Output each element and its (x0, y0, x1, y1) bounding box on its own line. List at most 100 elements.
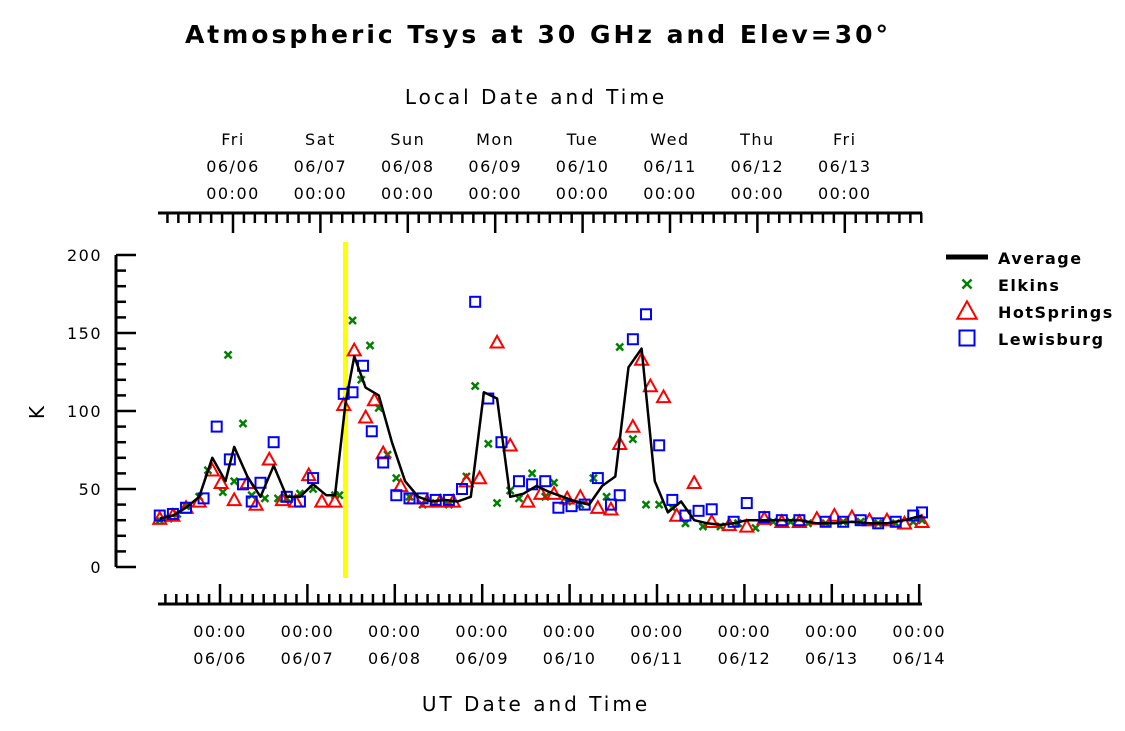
legend-swatch-marker (961, 278, 973, 290)
x-mark-stroke (641, 500, 651, 509)
average-line (159, 347, 923, 527)
bottom-tick-date: 06/06 (193, 649, 247, 668)
lewisburg-point (692, 504, 705, 517)
lewisburg-point (377, 456, 390, 469)
hotsprings-point (313, 492, 331, 508)
lewisburg-point (705, 503, 718, 516)
x-mark-stroke (223, 350, 233, 360)
elkins-point (223, 350, 233, 360)
top-tick-date: 06/09 (468, 157, 522, 176)
chart-title: Atmospheric Tsys at 30 GHz and Elev=30° (185, 20, 891, 49)
bottom-tick-time: 00:00 (718, 622, 772, 641)
x-mark-stroke (348, 316, 357, 325)
elkins-point (483, 439, 493, 449)
lewisburg-point (591, 472, 604, 485)
elkins-point (527, 469, 537, 478)
x-mark-stroke (615, 342, 625, 352)
legend-label: Lewisburg (998, 330, 1105, 349)
hotsprings-point (346, 341, 363, 357)
lewisburg-point (456, 483, 469, 495)
bottom-tick-date: 06/13 (805, 649, 859, 668)
elkins-point (348, 316, 357, 325)
x-mark-stroke (260, 493, 270, 503)
elkins-point (628, 434, 638, 444)
x-mark-stroke (470, 381, 480, 391)
lewisburg-point (758, 511, 771, 524)
hotsprings-point (488, 333, 506, 349)
hotsprings-point (326, 492, 344, 508)
lewisburg-point (180, 501, 193, 514)
lewisburg-point (512, 475, 525, 488)
top-tick-time: 00:00 (294, 184, 348, 203)
top-tick-date: 06/10 (556, 157, 610, 176)
elkins-point (391, 473, 401, 483)
legend-item-hotsprings: HotSprings (955, 299, 1114, 322)
top-tick-date: 06/07 (294, 157, 348, 176)
hotsprings-point (756, 510, 773, 525)
series-lewisburg (153, 295, 928, 530)
hotsprings-point (532, 485, 550, 500)
top-tick-time: 00:00 (206, 184, 260, 203)
x-mark-stroke (356, 375, 366, 385)
lewisburg-point (740, 497, 753, 510)
top-tick-time: 00:00 (381, 184, 435, 203)
top-tick-date: 06/13 (818, 157, 872, 176)
y-tick-label: 50 (79, 480, 102, 499)
y-tick-label: 150 (67, 324, 102, 343)
top-tick-day: Mon (476, 130, 514, 149)
legend: Average Elkins HotSprings Lewisburg (946, 249, 1114, 349)
top-tick-day: Sun (390, 130, 425, 149)
hotsprings-point (633, 350, 650, 366)
top-tick-date: 06/12 (731, 157, 785, 176)
hotsprings-point (624, 418, 642, 433)
lewisburg-point (267, 436, 280, 449)
x-mark-stroke (628, 434, 638, 444)
lewisburg-point (916, 506, 928, 519)
x-mark-stroke (218, 487, 228, 497)
hotsprings-point (261, 450, 278, 466)
lewisburg-point (604, 498, 617, 511)
x-mark-stroke (391, 473, 401, 483)
series-hotsprings (151, 333, 931, 533)
hotsprings-point (738, 517, 755, 533)
bottom-tick-date: 06/09 (455, 649, 509, 668)
legend-swatch-marker (958, 329, 976, 347)
hotsprings-point (471, 469, 488, 485)
elkins-point (615, 342, 625, 352)
legend-label: HotSprings (998, 303, 1114, 322)
top-tick-time: 00:00 (643, 184, 697, 203)
lewisburg-point (210, 420, 223, 433)
x-mark-stroke (961, 278, 973, 290)
axes: 0 50 100 150 200 00:00 06/06 00:00 06/07 00:00 06/… (67, 130, 945, 668)
bottom-tick-time: 00:00 (281, 622, 335, 641)
y-tick-label: 0 (90, 558, 102, 577)
bottom-tick-date: 06/08 (368, 649, 422, 668)
lewisburg-point (666, 493, 679, 506)
elkins-point (218, 487, 228, 497)
top-tick-time: 00:00 (731, 184, 785, 203)
top-tick-day: Sat (305, 130, 336, 149)
lewisburg-point (552, 501, 565, 514)
series-layer (151, 295, 931, 533)
legend-label: Elkins (998, 276, 1060, 295)
elkins-point (238, 419, 248, 428)
bottom-tick-date: 06/11 (630, 649, 684, 668)
top-tick-day: Fri (833, 130, 857, 149)
top-tick-day: Wed (650, 130, 689, 149)
elkins-point (247, 490, 257, 500)
lewisburg-point (640, 308, 653, 321)
hotsprings-point (519, 492, 536, 508)
hotsprings-point (212, 474, 230, 489)
x-mark-stroke (549, 478, 559, 488)
bottom-tick-time: 00:00 (805, 622, 859, 641)
top-tick-time: 00:00 (556, 184, 610, 203)
lewisburg-point (613, 489, 626, 502)
hotsprings-point (247, 496, 265, 511)
y-axis-title: K (25, 403, 49, 419)
lewisburg-point (245, 495, 258, 508)
top-tick-date: 06/11 (643, 157, 697, 176)
legend-item-elkins: Elkins (961, 276, 1060, 295)
hotsprings-point (226, 491, 243, 507)
x-mark-stroke (483, 439, 493, 449)
x-mark-stroke (514, 493, 524, 503)
